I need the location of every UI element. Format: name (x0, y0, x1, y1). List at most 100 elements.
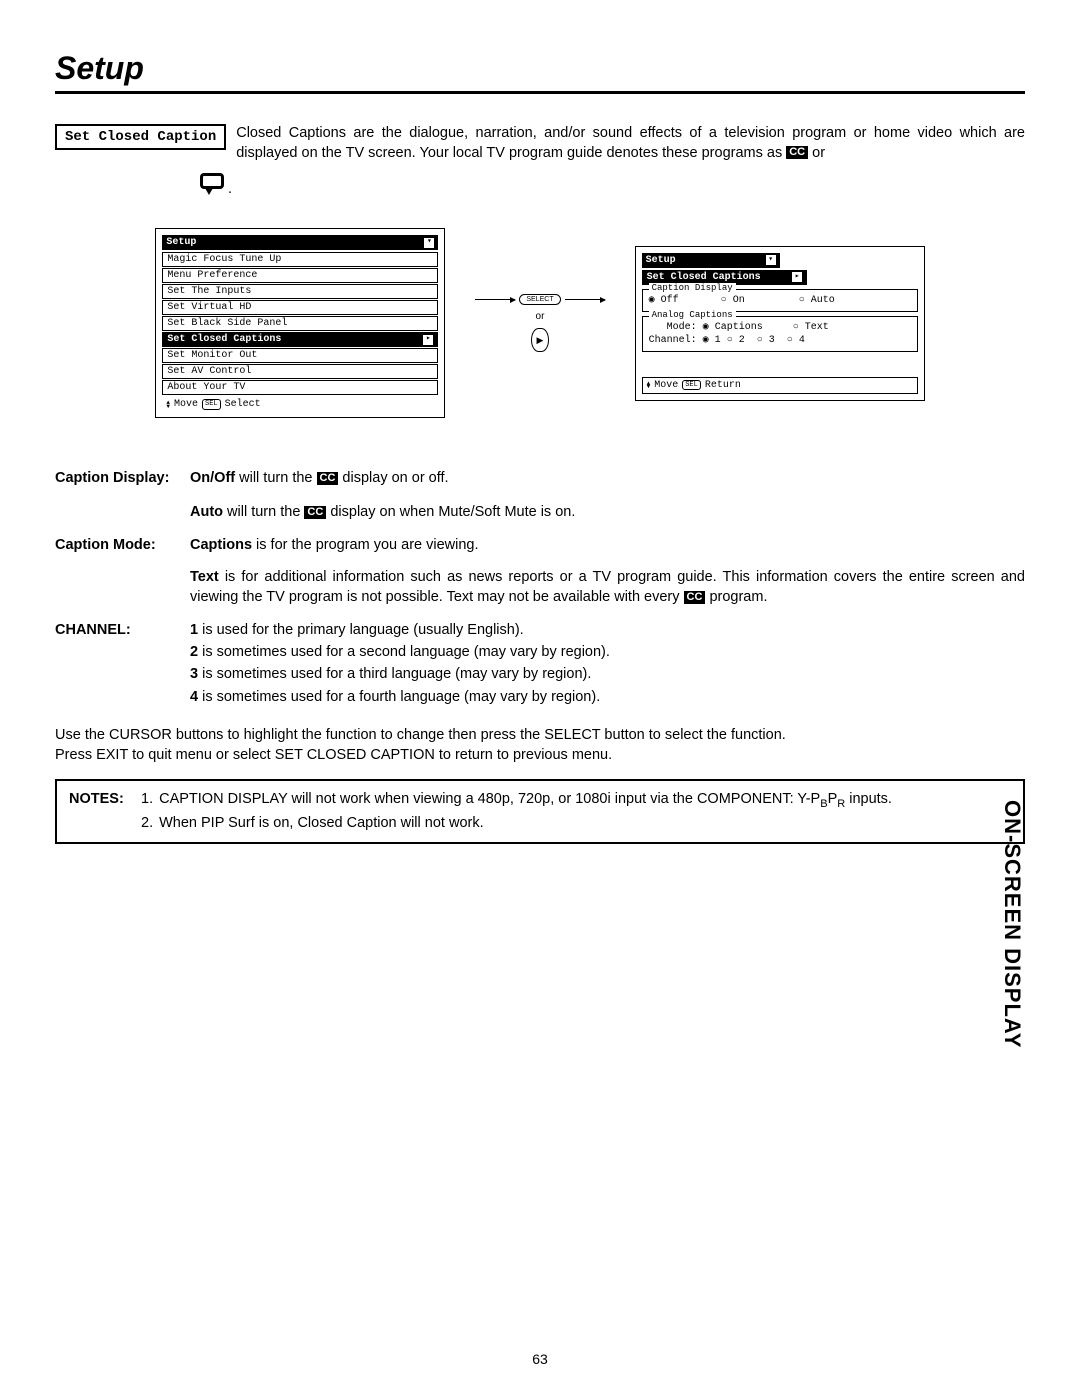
def-bold: On/Off (190, 470, 235, 486)
opt-label: 3 (769, 335, 775, 346)
menu-item-label: Set Black Side Panel (167, 317, 287, 330)
def-content: Captions is for the program you are view… (190, 535, 1025, 555)
arrow-icon (565, 299, 605, 300)
dropdown-arrow-icon: ▾ (766, 255, 776, 265)
def-text: display on when Mute/Soft Mute is on. (326, 504, 575, 520)
def-label-caption-display: Caption Display: (55, 468, 190, 490)
setup-menu-title: Setup (166, 236, 196, 249)
definitions: Caption Display: On/Off will turn the CC… (55, 468, 1025, 709)
menu-item-label: Menu Preference (167, 269, 257, 282)
analog-captions-legend: Analog Captions (649, 310, 736, 322)
updown-icon: ▲▼ (647, 382, 651, 389)
menu-item-label: Magic Focus Tune Up (167, 253, 281, 266)
radio-ch2: ○ 2 (727, 335, 745, 346)
def-bold: Text (190, 569, 219, 585)
sel-icon: SEL (682, 380, 701, 390)
menu-item: Set AV Control (162, 364, 438, 379)
opt-label: 2 (739, 335, 745, 346)
radio-ch4: ○ 4 (787, 335, 805, 346)
section-label: Set Closed Caption (55, 124, 226, 150)
submenu-arrow-icon: ▸ (423, 335, 433, 345)
opt-label: 1 (715, 335, 721, 346)
select-button-icon: SELECT (519, 294, 560, 305)
radio-ch1: ◉ 1 (703, 335, 721, 346)
radio-on: ○ On (721, 295, 745, 306)
note-text: When PIP Surf is on, Closed Caption will… (159, 813, 484, 834)
notes-box: NOTES: 1. CAPTION DISPLAY will not work … (55, 779, 1025, 844)
footer-select: Select (225, 398, 261, 411)
def-text: display on or off. (338, 470, 448, 486)
footer-return: Return (705, 379, 741, 392)
side-tab: ON-SCREEN DISPLAY (999, 800, 1025, 1048)
cc-badge: CC (684, 591, 706, 604)
channel-num: 4 (190, 689, 198, 705)
def-text: will turn the (223, 504, 304, 520)
note-text: CAPTION DISPLAY will not work when viewi… (159, 791, 820, 807)
def-bold: Auto (190, 504, 223, 520)
def-text: program. (705, 589, 767, 605)
note-item: 2. When PIP Surf is on, Closed Caption w… (141, 813, 892, 834)
opt-label: Text (805, 322, 829, 333)
subscript: R (837, 798, 845, 810)
menu-item: Magic Focus Tune Up (162, 252, 438, 267)
menu-item: Set The Inputs (162, 284, 438, 299)
intro-line1: Closed Captions are the dialogue, narrat… (236, 125, 1025, 161)
menu-item-label: Set Monitor Out (167, 349, 257, 362)
menu-footer: ▲▼ Move SEL Select (162, 396, 438, 411)
usage-l1: Use the CURSOR buttons to highlight the … (55, 725, 1025, 745)
radio-auto: ○ Auto (799, 295, 835, 306)
def-content: 1 is used for the primary language (usua… (190, 620, 1025, 709)
page-title: Setup (55, 50, 1025, 87)
dropdown-arrow-icon: ▾ (424, 238, 434, 248)
footer-move: Move (174, 398, 198, 411)
channel-text: is sometimes used for a third language (… (198, 666, 591, 682)
channel-text: is sometimes used for a fourth language … (198, 689, 600, 705)
notes-label: NOTES: (69, 789, 141, 834)
usage-text: Use the CURSOR buttons to highlight the … (55, 725, 1025, 766)
setup-menu: Setup ▾ Magic Focus Tune Up Menu Prefere… (155, 228, 445, 418)
def-text: is for additional information such as ne… (190, 569, 1025, 605)
menu-item-label: Set Closed Captions (167, 333, 281, 346)
caption-display-group: Caption Display ◉ Off ○ On ○ Auto (642, 289, 918, 312)
subscript: B (820, 798, 827, 810)
channel-num: 2 (190, 644, 198, 660)
def-label-channel: CHANNEL: (55, 620, 190, 709)
menu-item: Set Black Side Panel (162, 316, 438, 331)
def-bold: Captions (190, 537, 252, 553)
radio-ch3: ○ 3 (757, 335, 775, 346)
channel-num: 1 (190, 622, 198, 638)
def-content: On/Off will turn the CC display on or of… (190, 468, 1025, 490)
channel-text: is used for the primary language (usuall… (198, 622, 524, 638)
analog-captions-group: Analog Captions Mode: ◉ Captions ○ Text … (642, 316, 918, 352)
cc-menu-footer: ▲▼ Move SEL Return (642, 377, 918, 394)
speech-bubble-icon (200, 173, 224, 193)
menu-item-label: Set Virtual HD (167, 301, 251, 314)
footer-move: Move (654, 379, 678, 392)
opt-label: Off (661, 295, 679, 306)
cc-menu-header: Setup ▾ (642, 253, 780, 268)
note-text: P (828, 791, 838, 807)
intro-or: or (812, 145, 825, 161)
cc-badge: CC (304, 506, 326, 519)
channel-num: 3 (190, 666, 198, 682)
def-content: Auto will turn the CC display on when Mu… (190, 502, 1025, 522)
note-num: 2. (141, 813, 153, 834)
sel-icon: SEL (202, 399, 221, 409)
def-content: Text is for additional information such … (190, 567, 1025, 608)
note-item: 1. CAPTION DISPLAY will not work when vi… (141, 789, 892, 813)
menu-item-label: About Your TV (167, 381, 245, 394)
cc-menu-title: Setup (646, 254, 676, 267)
opt-label: On (733, 295, 745, 306)
menu-diagram: Setup ▾ Magic Focus Tune Up Menu Prefere… (55, 228, 1025, 418)
intro-text: Closed Captions are the dialogue, narrat… (236, 124, 1025, 163)
def-label-caption-mode: Caption Mode: (55, 535, 190, 555)
note-text: inputs. (845, 791, 892, 807)
menu-item: Menu Preference (162, 268, 438, 283)
menu-item: About Your TV (162, 380, 438, 395)
cc-badge: CC (317, 472, 339, 485)
title-rule (55, 91, 1025, 94)
submenu-arrow-icon: ▸ (792, 272, 802, 282)
or-text: or (536, 311, 545, 322)
channel-text: is sometimes used for a second language … (198, 644, 610, 660)
cc-badge: CC (786, 146, 808, 159)
